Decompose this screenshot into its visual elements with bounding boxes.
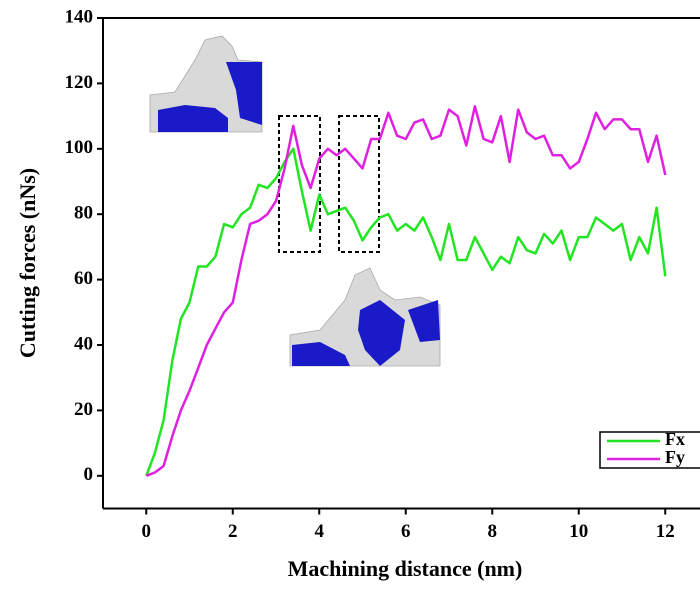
x-tick-label: 4 — [315, 521, 325, 542]
highlight-box — [278, 115, 321, 253]
x-tick-label: 0 — [142, 521, 152, 542]
series-line — [145, 105, 667, 477]
y-tick-label: 0 — [84, 464, 94, 485]
y-tick-label: 60 — [74, 268, 93, 289]
x-tick-label: 8 — [488, 521, 498, 542]
y-tick-label: 140 — [65, 6, 94, 27]
y-tick-label: 20 — [74, 399, 93, 420]
inset-top — [149, 35, 263, 133]
x-tick-label: 6 — [401, 521, 411, 542]
y-axis-title: Cutting forces (nNs) — [15, 168, 40, 358]
x-tick-label: 2 — [228, 521, 238, 542]
y-tick-label: 120 — [65, 72, 94, 93]
inset-bottom — [289, 267, 441, 367]
series-line — [145, 147, 667, 477]
y-tick-label: 80 — [74, 203, 93, 224]
x-tick-label: 12 — [656, 521, 675, 542]
legend-label: Fx — [665, 429, 685, 449]
highlight-box — [338, 115, 380, 253]
legend-box — [599, 431, 700, 469]
y-tick-label: 40 — [74, 333, 93, 354]
legend-label: Fy — [665, 447, 685, 467]
x-tick-label: 10 — [569, 521, 588, 542]
x-axis-title: Machining distance (nm) — [288, 556, 523, 581]
y-tick-label: 100 — [65, 137, 94, 158]
